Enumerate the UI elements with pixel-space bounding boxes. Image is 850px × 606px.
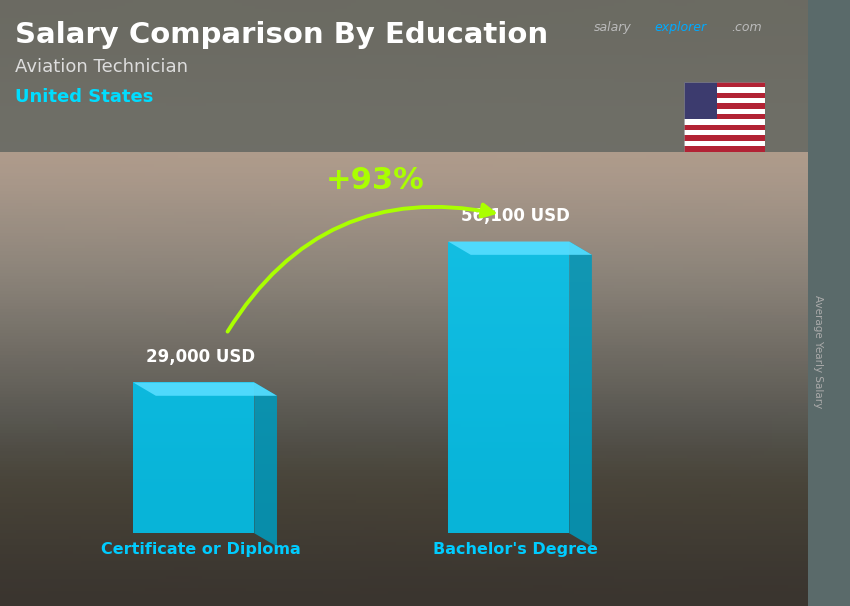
- Text: United States: United States: [14, 88, 153, 106]
- Text: +93%: +93%: [326, 167, 425, 195]
- Bar: [684, 114, 765, 119]
- Bar: [684, 82, 717, 119]
- Bar: [684, 103, 765, 108]
- Polygon shape: [133, 382, 277, 396]
- Text: Bachelor's Degree: Bachelor's Degree: [433, 542, 598, 558]
- Bar: [684, 141, 765, 146]
- Text: Salary Comparison By Education: Salary Comparison By Education: [14, 21, 547, 49]
- Text: 56,100 USD: 56,100 USD: [461, 207, 570, 225]
- Bar: [684, 146, 765, 152]
- Polygon shape: [448, 242, 570, 533]
- Text: Average Yearly Salary: Average Yearly Salary: [813, 295, 823, 408]
- Bar: [684, 82, 765, 87]
- Bar: [684, 98, 765, 103]
- Bar: [684, 87, 765, 93]
- Text: 29,000 USD: 29,000 USD: [146, 348, 255, 366]
- Text: explorer: explorer: [654, 21, 706, 34]
- Polygon shape: [448, 242, 592, 255]
- Polygon shape: [570, 242, 592, 547]
- Bar: [0, 0, 808, 152]
- Bar: [684, 119, 765, 125]
- FancyArrowPatch shape: [228, 205, 494, 331]
- Polygon shape: [254, 382, 277, 547]
- Text: Certificate or Diploma: Certificate or Diploma: [100, 542, 300, 558]
- Text: Aviation Technician: Aviation Technician: [14, 58, 188, 76]
- Bar: [684, 108, 765, 114]
- Bar: [684, 130, 765, 135]
- Polygon shape: [133, 382, 254, 533]
- Bar: [684, 135, 765, 141]
- Text: salary: salary: [593, 21, 632, 34]
- Bar: [684, 93, 765, 98]
- Text: .com: .com: [731, 21, 762, 34]
- Bar: [684, 125, 765, 130]
